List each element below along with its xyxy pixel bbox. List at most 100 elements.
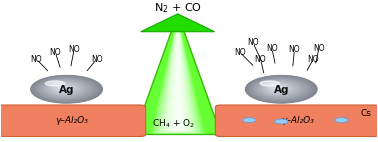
Ellipse shape — [257, 80, 303, 98]
Ellipse shape — [263, 83, 295, 95]
Ellipse shape — [57, 86, 69, 91]
Ellipse shape — [271, 86, 285, 91]
Text: NO: NO — [91, 55, 102, 64]
Ellipse shape — [45, 81, 65, 86]
Ellipse shape — [263, 83, 294, 94]
Ellipse shape — [249, 77, 312, 101]
Text: NO: NO — [50, 48, 61, 57]
Ellipse shape — [39, 79, 91, 99]
Ellipse shape — [256, 80, 304, 98]
Ellipse shape — [34, 77, 98, 102]
Text: NO: NO — [289, 45, 300, 54]
Ellipse shape — [274, 87, 280, 89]
Ellipse shape — [247, 76, 315, 102]
Ellipse shape — [37, 78, 94, 100]
Text: N$_2$ + CO: N$_2$ + CO — [154, 2, 202, 15]
Ellipse shape — [47, 82, 81, 95]
Ellipse shape — [264, 83, 293, 94]
Ellipse shape — [35, 77, 98, 101]
Ellipse shape — [262, 82, 296, 95]
Ellipse shape — [257, 80, 302, 97]
Ellipse shape — [273, 87, 282, 90]
Ellipse shape — [253, 78, 308, 100]
Polygon shape — [162, 18, 193, 132]
Ellipse shape — [245, 76, 317, 103]
Circle shape — [242, 118, 256, 123]
Ellipse shape — [276, 87, 279, 89]
Ellipse shape — [46, 82, 83, 96]
Text: CH$_4$ + O$_2$: CH$_4$ + O$_2$ — [152, 117, 195, 130]
Ellipse shape — [260, 81, 280, 86]
Circle shape — [274, 119, 288, 124]
Text: NO: NO — [247, 38, 259, 47]
Ellipse shape — [46, 82, 82, 96]
Polygon shape — [141, 14, 215, 32]
Polygon shape — [153, 15, 203, 134]
Ellipse shape — [51, 84, 76, 93]
Text: Ag: Ag — [274, 85, 289, 95]
Ellipse shape — [246, 76, 316, 103]
Text: NO: NO — [31, 55, 42, 64]
Ellipse shape — [60, 87, 65, 89]
Ellipse shape — [54, 85, 73, 92]
Ellipse shape — [50, 83, 78, 94]
Ellipse shape — [267, 84, 290, 93]
Text: NO: NO — [307, 55, 319, 64]
Ellipse shape — [54, 85, 72, 92]
Ellipse shape — [249, 77, 313, 102]
Text: Cs: Cs — [361, 109, 372, 118]
Ellipse shape — [48, 83, 81, 95]
Text: NO: NO — [234, 48, 246, 57]
Text: γ–Al₂O₃: γ–Al₂O₃ — [56, 116, 89, 125]
Ellipse shape — [51, 83, 77, 94]
Ellipse shape — [61, 87, 64, 89]
Polygon shape — [172, 20, 184, 131]
Ellipse shape — [254, 79, 306, 99]
Ellipse shape — [266, 84, 291, 93]
Ellipse shape — [42, 80, 88, 98]
Ellipse shape — [258, 81, 301, 97]
Ellipse shape — [265, 83, 292, 94]
Ellipse shape — [43, 80, 87, 97]
Ellipse shape — [259, 81, 300, 97]
Ellipse shape — [274, 87, 281, 90]
Text: NO: NO — [255, 55, 266, 64]
Ellipse shape — [59, 87, 66, 90]
Ellipse shape — [57, 86, 68, 90]
Ellipse shape — [36, 78, 95, 100]
Ellipse shape — [44, 81, 85, 97]
Polygon shape — [158, 17, 198, 133]
Polygon shape — [176, 22, 179, 130]
Ellipse shape — [32, 76, 101, 103]
FancyBboxPatch shape — [215, 105, 378, 136]
Text: NO: NO — [266, 44, 278, 53]
Ellipse shape — [36, 77, 96, 101]
Polygon shape — [135, 14, 221, 134]
Text: Ag: Ag — [59, 85, 74, 95]
Ellipse shape — [40, 79, 90, 99]
Ellipse shape — [269, 85, 287, 92]
Ellipse shape — [272, 86, 283, 90]
Ellipse shape — [43, 81, 86, 97]
Ellipse shape — [261, 82, 297, 96]
Text: NO: NO — [68, 45, 80, 54]
Circle shape — [335, 118, 348, 123]
Ellipse shape — [33, 77, 99, 102]
Polygon shape — [167, 19, 189, 132]
Ellipse shape — [53, 84, 74, 93]
Ellipse shape — [248, 77, 314, 102]
Ellipse shape — [45, 81, 84, 96]
Polygon shape — [169, 20, 186, 131]
Ellipse shape — [52, 84, 75, 93]
Polygon shape — [160, 17, 196, 133]
Ellipse shape — [252, 78, 309, 100]
Ellipse shape — [260, 81, 299, 96]
Ellipse shape — [41, 80, 89, 98]
Text: NO: NO — [313, 44, 325, 53]
Ellipse shape — [255, 79, 305, 99]
Ellipse shape — [268, 84, 289, 93]
Ellipse shape — [270, 85, 286, 91]
Ellipse shape — [260, 82, 298, 96]
Ellipse shape — [268, 85, 288, 92]
Ellipse shape — [251, 78, 310, 100]
